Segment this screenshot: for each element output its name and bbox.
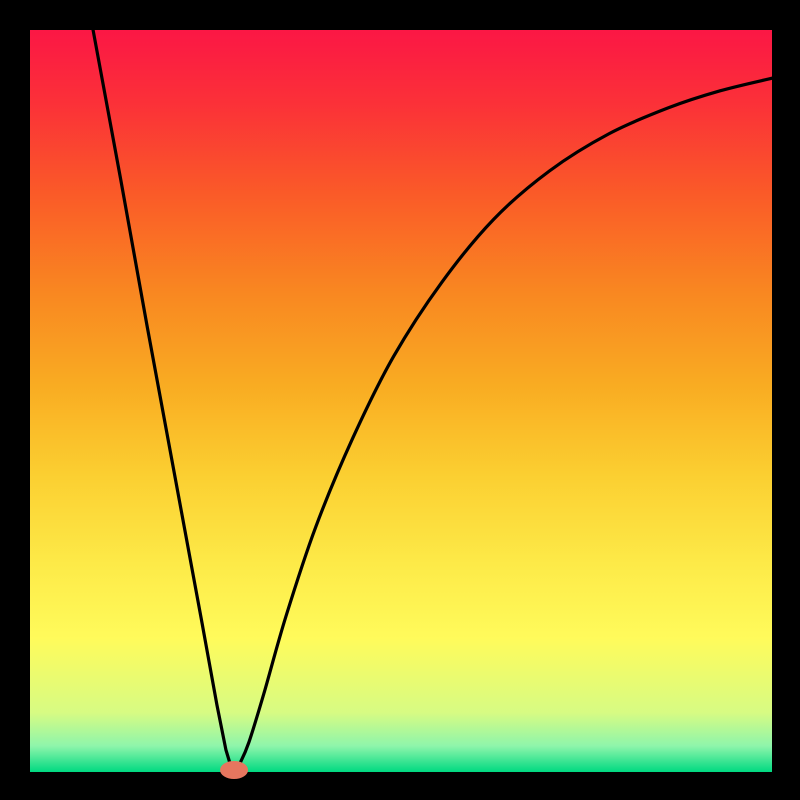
bottleneck-curve-plot xyxy=(0,0,800,800)
plot-gradient-background xyxy=(30,30,772,772)
notch-marker xyxy=(220,761,248,779)
chart-stage: TheBottleneck.com xyxy=(0,0,800,800)
